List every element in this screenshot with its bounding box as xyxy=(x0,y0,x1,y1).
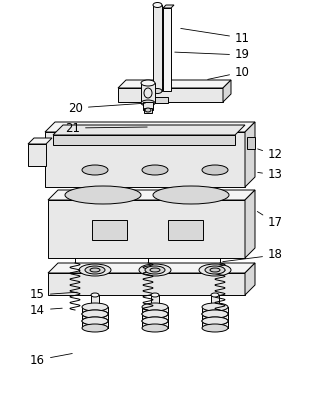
Polygon shape xyxy=(53,125,245,135)
Bar xyxy=(82,321,108,328)
Ellipse shape xyxy=(91,293,99,297)
Text: 13: 13 xyxy=(258,168,283,181)
Text: 20: 20 xyxy=(68,101,145,115)
Ellipse shape xyxy=(65,186,141,204)
Bar xyxy=(142,314,168,321)
Ellipse shape xyxy=(211,293,219,297)
Polygon shape xyxy=(45,122,255,132)
Text: 19: 19 xyxy=(175,49,250,62)
Bar xyxy=(211,295,219,307)
Bar xyxy=(45,132,245,187)
Text: 12: 12 xyxy=(258,148,283,162)
Polygon shape xyxy=(245,263,255,295)
Ellipse shape xyxy=(142,310,168,318)
Ellipse shape xyxy=(142,165,168,175)
Text: 10: 10 xyxy=(208,66,250,80)
Bar xyxy=(82,307,108,314)
Ellipse shape xyxy=(145,108,151,112)
Ellipse shape xyxy=(79,264,111,276)
Bar xyxy=(151,295,159,307)
Ellipse shape xyxy=(82,317,108,325)
Bar xyxy=(247,137,255,149)
Bar xyxy=(53,135,235,145)
Ellipse shape xyxy=(205,266,225,274)
Ellipse shape xyxy=(202,310,228,318)
Polygon shape xyxy=(48,190,255,200)
Text: 11: 11 xyxy=(181,28,250,45)
Ellipse shape xyxy=(90,268,100,272)
Ellipse shape xyxy=(142,317,168,325)
Ellipse shape xyxy=(82,324,108,332)
Polygon shape xyxy=(118,80,231,88)
Ellipse shape xyxy=(202,317,228,325)
Ellipse shape xyxy=(82,310,108,318)
Ellipse shape xyxy=(202,324,228,332)
Ellipse shape xyxy=(82,317,108,325)
Bar xyxy=(141,83,155,103)
Bar xyxy=(48,273,245,295)
Bar xyxy=(48,200,245,258)
Bar xyxy=(163,8,171,91)
Ellipse shape xyxy=(139,264,171,276)
Ellipse shape xyxy=(142,310,168,318)
Polygon shape xyxy=(48,263,255,273)
Ellipse shape xyxy=(141,100,155,106)
Ellipse shape xyxy=(202,317,228,325)
Ellipse shape xyxy=(82,310,108,318)
Ellipse shape xyxy=(142,317,168,325)
Bar xyxy=(91,295,99,307)
Text: 14: 14 xyxy=(30,304,62,316)
Ellipse shape xyxy=(153,2,162,8)
Ellipse shape xyxy=(82,165,108,175)
Polygon shape xyxy=(28,138,52,144)
Bar xyxy=(142,307,168,314)
Ellipse shape xyxy=(151,293,159,297)
Bar xyxy=(168,220,203,240)
Ellipse shape xyxy=(145,266,165,274)
Ellipse shape xyxy=(85,266,105,274)
Bar xyxy=(92,220,127,240)
Ellipse shape xyxy=(202,165,228,175)
Ellipse shape xyxy=(199,264,231,276)
Ellipse shape xyxy=(144,88,152,98)
Text: 21: 21 xyxy=(65,121,147,135)
Ellipse shape xyxy=(82,303,108,311)
Ellipse shape xyxy=(150,268,160,272)
Polygon shape xyxy=(163,5,174,8)
Polygon shape xyxy=(245,190,255,258)
Bar xyxy=(202,314,228,321)
Ellipse shape xyxy=(141,80,155,86)
Bar xyxy=(28,144,46,166)
Bar xyxy=(202,307,228,314)
Bar xyxy=(143,102,153,110)
Ellipse shape xyxy=(142,303,168,311)
Bar xyxy=(148,97,168,103)
Ellipse shape xyxy=(202,303,228,311)
Polygon shape xyxy=(223,80,231,102)
Bar xyxy=(118,88,223,102)
Ellipse shape xyxy=(153,88,162,94)
Bar xyxy=(142,321,168,328)
Bar xyxy=(144,108,152,113)
Text: 15: 15 xyxy=(30,289,77,302)
Text: 18: 18 xyxy=(223,248,283,261)
Bar xyxy=(82,314,108,321)
Polygon shape xyxy=(245,122,255,187)
Ellipse shape xyxy=(142,324,168,332)
Text: 16: 16 xyxy=(30,353,72,367)
Text: 17: 17 xyxy=(257,211,283,230)
Ellipse shape xyxy=(202,310,228,318)
Ellipse shape xyxy=(153,186,229,204)
Ellipse shape xyxy=(210,268,220,272)
Bar xyxy=(202,321,228,328)
Bar xyxy=(153,5,162,91)
